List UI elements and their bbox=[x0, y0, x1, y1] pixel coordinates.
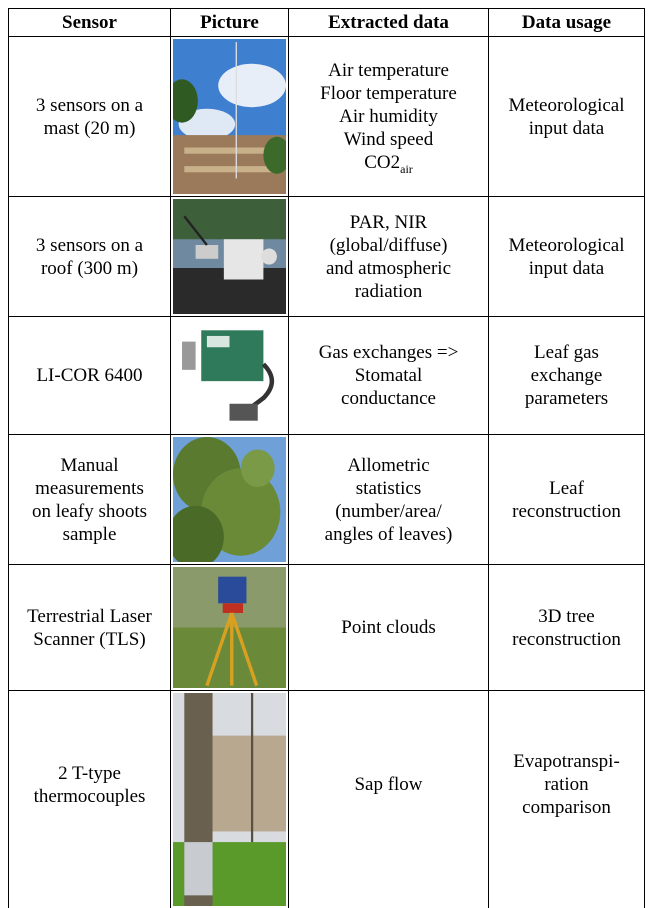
table-row: Manual measurements on leafy shoots sample … bbox=[8, 434, 645, 564]
cell-line: reconstruction bbox=[512, 628, 621, 650]
cell-line: 3D tree bbox=[538, 605, 595, 627]
extracted-cell: Sap flow bbox=[288, 691, 488, 908]
cell-line: Floor temperature bbox=[320, 83, 457, 104]
sensor-cell: 3 sensors on a mast (20 m) bbox=[8, 37, 170, 196]
cell-line: Air humidity bbox=[339, 106, 438, 127]
cell-line: conductance bbox=[341, 388, 436, 409]
table-row: Terrestrial Laser Scanner (TLS) Point clo… bbox=[8, 564, 645, 690]
cell-line: Leaf gas bbox=[534, 342, 599, 363]
usage-cell: Leaf reconstruction bbox=[488, 435, 645, 564]
cell-line: Allometric bbox=[347, 454, 430, 476]
extracted-cell: Allometric statistics (number/area/angles … bbox=[288, 435, 488, 564]
cell-line: Terrestrial Laser bbox=[27, 605, 152, 627]
extracted-cell: Point clouds bbox=[288, 565, 488, 690]
sensor-cell: Terrestrial Laser Scanner (TLS) bbox=[8, 565, 170, 690]
cell-line: Stomatal bbox=[354, 365, 423, 386]
table-row: 3 sensors on a roof (300 m) PAR, NIR (glob… bbox=[8, 196, 645, 316]
cell-line: (global/diffuse) bbox=[329, 234, 448, 256]
cell-line: input data bbox=[528, 257, 605, 279]
header-cell: Sensor bbox=[8, 9, 170, 36]
picture-sapflow bbox=[173, 693, 286, 906]
table-row: 3 sensors on a mast (20 m) Air temperatur… bbox=[8, 36, 645, 196]
cell-line: Scanner (TLS) bbox=[33, 628, 146, 650]
header-cell: Picture bbox=[170, 9, 288, 36]
cell-line: sample bbox=[62, 523, 117, 545]
picture-cell bbox=[170, 691, 288, 908]
cell-line: Wind speed bbox=[343, 129, 434, 150]
header-row: Sensor Picture Extracted data Data usage bbox=[8, 8, 645, 36]
cell-line: Manual bbox=[60, 454, 119, 476]
usage-cell: Meteorological input data bbox=[488, 37, 645, 196]
usage-cell: Meteorological input data bbox=[488, 197, 645, 316]
cell-line: 2 T-type bbox=[58, 762, 121, 784]
cell-line: angles of leaves) bbox=[324, 523, 453, 545]
sensor-cell: 2 T-type thermocouples bbox=[8, 691, 170, 908]
picture-cell bbox=[170, 565, 288, 690]
extracted-cell: PAR, NIR (global/diffuse) and atmospheric r… bbox=[288, 197, 488, 316]
picture-cell bbox=[170, 317, 288, 434]
cell-line: radiation bbox=[354, 280, 423, 302]
picture-tls bbox=[173, 567, 286, 688]
usage-cell: Leaf gas exchange parameters bbox=[488, 317, 645, 434]
cell-line: Point clouds bbox=[341, 617, 436, 638]
cell-line: ration bbox=[544, 774, 589, 795]
cell-line: Meteorological bbox=[508, 94, 625, 116]
cell-line: reconstruction bbox=[512, 500, 621, 522]
cell-line: comparison bbox=[522, 797, 611, 818]
cell-line: measurements bbox=[35, 477, 144, 499]
cell-line: 3 sensors on a bbox=[35, 94, 144, 116]
cell-line: parameters bbox=[524, 388, 609, 409]
cell-line: Meteorological bbox=[508, 234, 625, 256]
cell-text: CO2 bbox=[364, 152, 401, 173]
cell-line: (number/area/ bbox=[335, 500, 442, 522]
extracted-cell: Gas exchanges => Stomatal conductance bbox=[288, 317, 488, 434]
extracted-cell: Air temperature Floor temperature Air humi… bbox=[288, 37, 488, 196]
usage-cell: 3D tree reconstruction bbox=[488, 565, 645, 690]
cell-line: 3 sensors on a bbox=[35, 234, 144, 256]
header-cell: Extracted data bbox=[288, 9, 488, 36]
cell-line: Gas exchanges => bbox=[318, 342, 459, 363]
cell-line: PAR, NIR bbox=[349, 211, 428, 233]
picture-mast bbox=[173, 39, 286, 194]
cell-line: exchange bbox=[530, 365, 603, 386]
cell-line: LI-COR 6400 bbox=[36, 365, 143, 386]
picture-cell bbox=[170, 435, 288, 564]
cell-line: Leaf bbox=[549, 477, 584, 499]
header-cell: Data usage bbox=[488, 9, 645, 36]
cell-line: Sap flow bbox=[354, 774, 423, 795]
cell-line: mast (20 m) bbox=[43, 117, 136, 139]
sensor-cell: 3 sensors on a roof (300 m) bbox=[8, 197, 170, 316]
usage-cell: Evapotranspi-ration comparison bbox=[488, 691, 645, 908]
cell-line: CO2air bbox=[364, 151, 413, 176]
picture-leaves bbox=[173, 437, 286, 562]
cell-line: thermocouples bbox=[33, 785, 146, 807]
cell-line: roof (300 m) bbox=[40, 257, 139, 279]
cell-line: Evapotranspi- bbox=[513, 751, 620, 772]
cell-line: statistics bbox=[355, 477, 422, 499]
picture-licor bbox=[173, 319, 286, 432]
table-row: 2 T-type thermocouples Sap flow Evapotrans… bbox=[8, 690, 645, 908]
cell-line: and atmospheric bbox=[325, 257, 452, 279]
picture-roof bbox=[173, 199, 286, 314]
table-row: LI-COR 6400 Gas exchanges => Stomatal cond… bbox=[8, 316, 645, 434]
picture-cell bbox=[170, 37, 288, 196]
picture-cell bbox=[170, 197, 288, 316]
sensor-cell: Manual measurements on leafy shoots sample bbox=[8, 435, 170, 564]
cell-line: Air temperature bbox=[328, 60, 449, 81]
subscript: air bbox=[400, 161, 413, 176]
cell-line: input data bbox=[528, 117, 605, 139]
cell-line: on leafy shoots bbox=[31, 500, 148, 522]
sensor-cell: LI-COR 6400 bbox=[8, 317, 170, 434]
